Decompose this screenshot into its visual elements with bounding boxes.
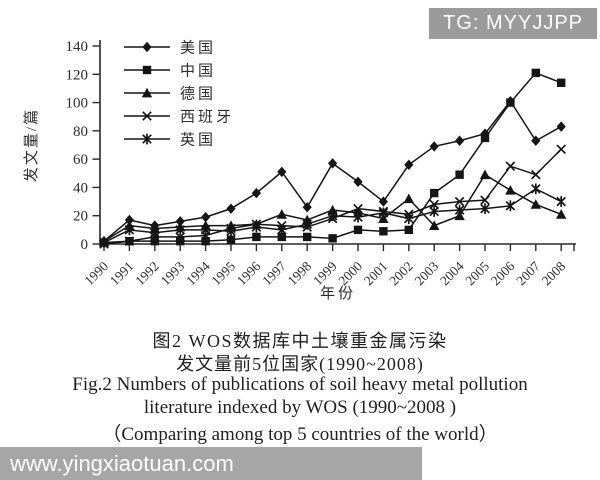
svg-text:2004: 2004 [437, 258, 467, 288]
line-chart: 0204060801001201401990199119921993199419… [22, 39, 576, 302]
caption-chinese-line2: 发文量前5位国家(1990~2008) [176, 354, 424, 374]
svg-text:140: 140 [66, 39, 89, 55]
svg-text:60: 60 [73, 152, 88, 168]
svg-text:1993: 1993 [158, 258, 188, 288]
svg-text:发文量/篇: 发文量/篇 [22, 108, 40, 182]
svg-text:0: 0 [81, 237, 89, 253]
svg-text:1995: 1995 [208, 258, 238, 288]
svg-text:1996: 1996 [234, 258, 264, 288]
svg-text:1997: 1997 [259, 258, 289, 288]
svg-text:80: 80 [73, 124, 88, 140]
svg-text:德国: 德国 [180, 85, 216, 103]
svg-text:2006: 2006 [488, 258, 518, 288]
svg-text:美国: 美国 [180, 40, 216, 57]
svg-text:2001: 2001 [361, 259, 391, 289]
svg-text:2003: 2003 [412, 258, 442, 288]
caption-english-line3: （Comparing among top 5 countries of the … [102, 424, 498, 445]
svg-text:20: 20 [73, 209, 88, 225]
caption-english-line1: Fig.2 Numbers of publications of soil he… [72, 374, 528, 395]
caption-english-line2: literature indexed by WOS (1990~2008 ) [143, 397, 457, 418]
watermark-bar: www.yingxiaotuan.com [0, 447, 422, 480]
svg-text:40: 40 [73, 180, 88, 196]
svg-text:2007: 2007 [513, 258, 543, 288]
chart-area: 0 20 40 60 80 100 120 140 1990 1991 1992 1993 1994 19… [22, 39, 576, 302]
svg-text:年份: 年份 [320, 285, 356, 302]
svg-text:英国: 英国 [180, 131, 216, 149]
svg-text:1990: 1990 [81, 258, 111, 288]
caption-chinese-line1: 图2 WOS数据库中土壤重金属污染 [152, 331, 448, 351]
svg-text:1994: 1994 [183, 258, 213, 288]
svg-text:1999: 1999 [310, 258, 340, 288]
svg-text:2005: 2005 [462, 258, 492, 288]
svg-text:120: 120 [66, 67, 89, 83]
svg-text:西班牙: 西班牙 [180, 109, 234, 126]
svg-text:1998: 1998 [285, 258, 315, 288]
svg-text:1992: 1992 [132, 259, 162, 289]
svg-text:2000: 2000 [335, 258, 365, 288]
svg-text:1991: 1991 [107, 259, 137, 289]
telegram-badge: TG: MYYJJPP [429, 8, 597, 39]
svg-text:中国: 中国 [180, 63, 216, 80]
svg-text:100: 100 [66, 96, 89, 112]
svg-text:2002: 2002 [386, 259, 416, 289]
svg-text:2008: 2008 [539, 258, 569, 288]
